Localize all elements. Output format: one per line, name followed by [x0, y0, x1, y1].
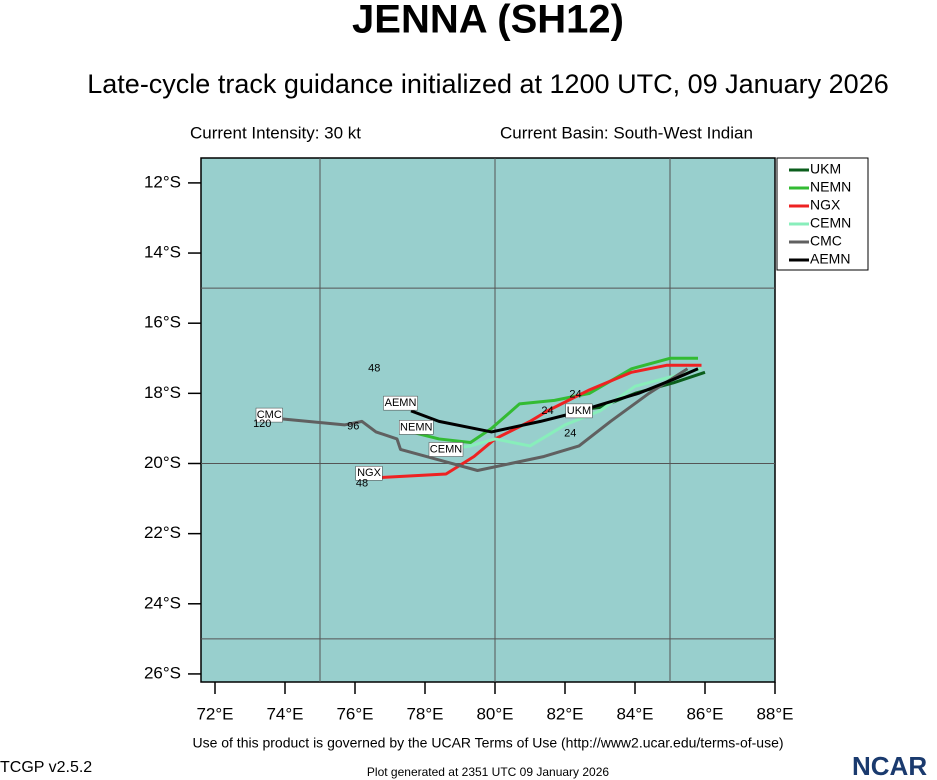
- version: TCGP v2.5.2: [0, 759, 92, 776]
- y-tick-label: 20°S: [144, 453, 181, 472]
- annotation: 24: [541, 405, 553, 417]
- y-tick-label: 22°S: [144, 523, 181, 542]
- annotation: 48: [356, 477, 368, 489]
- annotation: 96: [347, 421, 359, 433]
- x-tick-label: 78°E: [406, 704, 443, 723]
- legend-label: CEMN: [810, 215, 851, 231]
- track: [410, 356, 698, 444]
- track: [445, 367, 702, 451]
- generated: Plot generated at 2351 UTC 09 January 20…: [367, 765, 609, 779]
- annotation: 48: [368, 363, 380, 375]
- label-box: [428, 442, 464, 457]
- x-tick-label: 74°E: [266, 704, 303, 723]
- legend-label: NEMN: [810, 179, 851, 195]
- chart-subtitle: Late-cycle track guidance initialized at…: [87, 69, 888, 99]
- x-tick-label: 88°E: [756, 704, 793, 723]
- y-tick-label: 14°S: [144, 243, 181, 262]
- y-tick-label: 26°S: [144, 663, 181, 682]
- legend-label: NGX: [810, 197, 841, 213]
- legend-label: UKM: [810, 161, 841, 177]
- annotation: 24: [564, 428, 576, 440]
- annotation: AEMN: [385, 397, 417, 409]
- y-tick-label: 12°S: [144, 172, 181, 191]
- basin-info: Current Basin: South-West Indian: [500, 123, 753, 142]
- annotation: CMC: [257, 409, 282, 421]
- intensity-info: Current Intensity: 30 kt: [190, 123, 361, 142]
- y-tick-label: 16°S: [144, 313, 181, 332]
- annotation: 120: [253, 418, 271, 430]
- legend-label: CMC: [810, 233, 842, 249]
- annotation: CEMN: [430, 443, 462, 455]
- x-tick-label: 84°E: [616, 704, 653, 723]
- x-tick-label: 82°E: [546, 704, 583, 723]
- x-tick-label: 76°E: [336, 704, 373, 723]
- logo: NCAR: [852, 751, 927, 780]
- y-tick-label: 18°S: [144, 383, 181, 402]
- label-box: [355, 466, 383, 481]
- x-tick-label: 80°E: [476, 704, 513, 723]
- y-tick-label: 24°S: [144, 593, 181, 612]
- annotation: 24: [569, 388, 581, 400]
- legend-box: [776, 157, 869, 271]
- footer: Use of this product is governed by the U…: [192, 735, 783, 751]
- chart-title: JENNA (SH12): [352, 0, 624, 42]
- annotation: NEMN: [400, 421, 432, 433]
- x-tick-label: 72°E: [196, 704, 233, 723]
- annotation: UKM: [567, 405, 591, 417]
- annotation: NGX: [357, 467, 382, 479]
- track: [270, 367, 689, 473]
- label-box: [255, 407, 283, 423]
- label-box: [383, 395, 418, 411]
- legend-label: AEMN: [810, 251, 850, 267]
- label-box: [565, 403, 593, 419]
- x-tick-label: 86°E: [686, 704, 723, 723]
- label-box: [399, 420, 434, 435]
